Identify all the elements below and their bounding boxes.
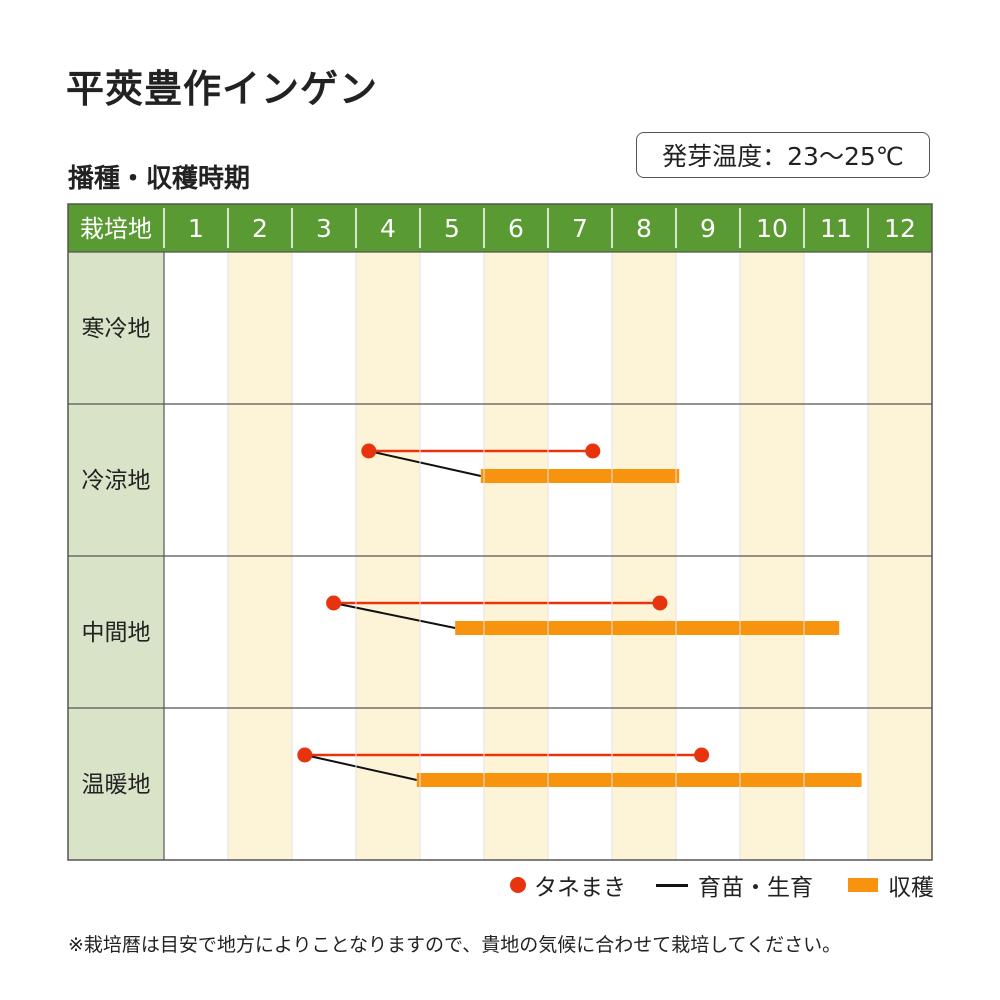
germination-temperature-text: 発芽温度：23～25℃ — [662, 142, 904, 171]
month-label: 8 — [636, 214, 652, 243]
chart-border — [67, 203, 933, 861]
month-label: 2 — [252, 214, 268, 243]
germination-temperature-badge: 発芽温度：23～25℃ — [636, 132, 930, 178]
sowing-end-dot — [652, 595, 668, 611]
page-subtitle: 播種・収穫時期 — [68, 164, 251, 194]
region-label: 寒冷地 — [82, 316, 151, 342]
sowing-start-dot — [326, 595, 342, 611]
legend-seedling: 育苗・生育 — [656, 868, 813, 902]
seedling-line — [368, 450, 482, 477]
footnote: ※栽培暦は目安で地方によりことなりますので、貴地の気候に合わせて栽培してください… — [68, 934, 842, 956]
seedling-line — [304, 754, 418, 781]
legend: タネまき 育苗・生育 収穫 — [0, 868, 1000, 904]
legend-sowing-label: タネまき — [534, 875, 626, 901]
sowing-start-dot — [361, 443, 377, 459]
legend-harvest-label: 収穫 — [888, 875, 934, 901]
harvest-bar — [480, 469, 680, 483]
month-label: 12 — [884, 214, 916, 243]
seedling-line — [333, 602, 456, 629]
month-label: 10 — [756, 214, 788, 243]
month-label: 9 — [700, 214, 716, 243]
region-label: 温暖地 — [82, 772, 151, 798]
month-label: 5 — [444, 214, 460, 243]
legend-seedling-label: 育苗・生育 — [698, 875, 813, 901]
header-region-label: 栽培地 — [80, 215, 152, 243]
sowing-dot-icon — [510, 877, 526, 893]
month-label: 11 — [820, 214, 852, 243]
harvest-bar-icon — [848, 878, 878, 892]
sowing-start-dot — [297, 747, 313, 763]
sowing-end-dot — [694, 747, 710, 763]
page-title: 平莢豊作インゲン — [66, 67, 379, 111]
month-label: 6 — [508, 214, 524, 243]
month-label: 7 — [572, 214, 588, 243]
sowing-end-dot — [585, 443, 601, 459]
legend-sowing: タネまき — [510, 868, 626, 902]
month-label: 1 — [188, 214, 204, 243]
region-label: 中間地 — [82, 620, 151, 646]
harvest-bar — [416, 773, 862, 787]
header-band — [68, 204, 932, 252]
seedling-line-icon — [656, 883, 688, 887]
region-label: 冷涼地 — [82, 468, 151, 494]
month-label: 4 — [380, 214, 396, 243]
harvest-bar — [455, 621, 840, 635]
month-label: 3 — [316, 214, 332, 243]
legend-harvest: 収穫 — [848, 868, 934, 902]
